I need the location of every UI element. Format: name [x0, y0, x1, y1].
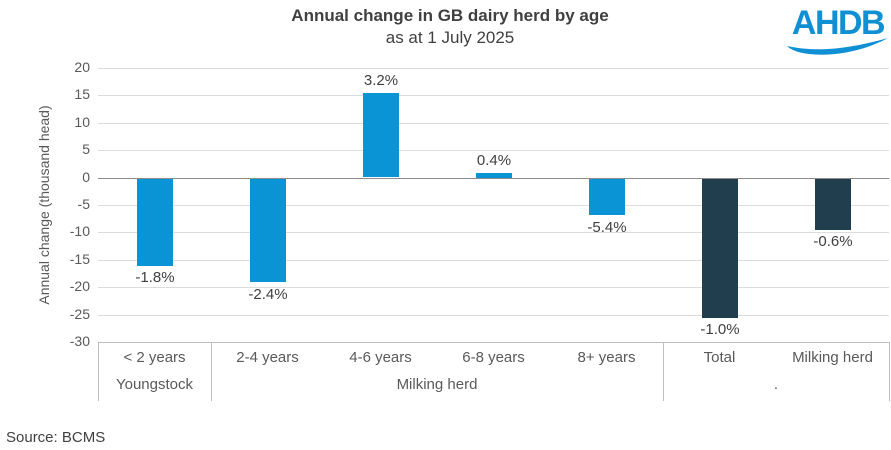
zero-gridline	[98, 178, 889, 179]
ahdb-logo: AHDB	[787, 6, 889, 55]
gridline	[98, 260, 889, 261]
bar-value-label: -1.0%	[700, 321, 740, 338]
bar-value-label: -1.8%	[135, 269, 175, 286]
bar-value-label: 0.4%	[476, 152, 512, 169]
chart-subtitle: as at 1 July 2025	[385, 28, 515, 47]
group-divider	[98, 342, 99, 401]
bar-value-label: -5.4%	[587, 219, 627, 236]
gridline	[98, 68, 889, 69]
source-note: Source: BCMS	[6, 429, 106, 446]
y-tick-label: 15	[74, 86, 90, 102]
x-category-label: 6-8 years	[462, 349, 525, 366]
gridline	[98, 287, 889, 288]
logo-swoosh-icon	[787, 38, 888, 55]
y-tick-label: 10	[74, 114, 90, 130]
x-group-label: .	[773, 376, 779, 393]
gridline	[98, 232, 889, 233]
x-category-label: 2-4 years	[236, 349, 299, 366]
chart-title: Annual change in GB dairy herd by age	[291, 6, 609, 25]
x-category-label: < 2 years	[123, 349, 186, 366]
bar-milking-herd	[815, 179, 851, 230]
x-category-label: 8+ years	[577, 349, 636, 366]
bar-value-label: 3.2%	[363, 72, 399, 89]
x-category-label: Total	[703, 349, 736, 366]
y-tick-label: 20	[74, 59, 90, 75]
bar-total	[702, 179, 738, 318]
bar-8+-years	[589, 179, 625, 215]
y-tick-label: -5	[77, 196, 90, 212]
group-divider	[889, 342, 890, 401]
x-group-label: Milking herd	[396, 376, 478, 393]
group-divider	[211, 342, 212, 401]
y-tick-label: -15	[69, 251, 90, 267]
y-tick-label: -10	[69, 223, 90, 239]
gridline	[98, 315, 889, 316]
bar-6-8-years	[476, 173, 512, 178]
x-category-label: Milking herd	[792, 349, 873, 366]
bar-<-2-years	[137, 179, 173, 266]
y-tick-label: -30	[69, 333, 90, 349]
y-tick-label: -20	[69, 278, 90, 294]
y-tick-label: 5	[82, 141, 90, 157]
bar-2-4-years	[250, 179, 286, 282]
x-category-label: 4-6 years	[349, 349, 412, 366]
bar-4-6-years	[363, 93, 399, 177]
gridline	[98, 150, 889, 151]
ahdb-logo-text: AHDB	[791, 4, 886, 42]
x-axis-line	[98, 342, 889, 343]
y-tick-label: 0	[82, 169, 90, 185]
gridline	[98, 95, 889, 96]
bar-value-label: -0.6%	[813, 233, 853, 250]
gridline	[98, 205, 889, 206]
group-divider	[663, 342, 664, 401]
gridline	[98, 123, 889, 124]
x-group-label: Youngstock	[115, 376, 193, 393]
y-tick-label: -25	[69, 306, 90, 322]
bar-value-label: -2.4%	[248, 286, 288, 303]
